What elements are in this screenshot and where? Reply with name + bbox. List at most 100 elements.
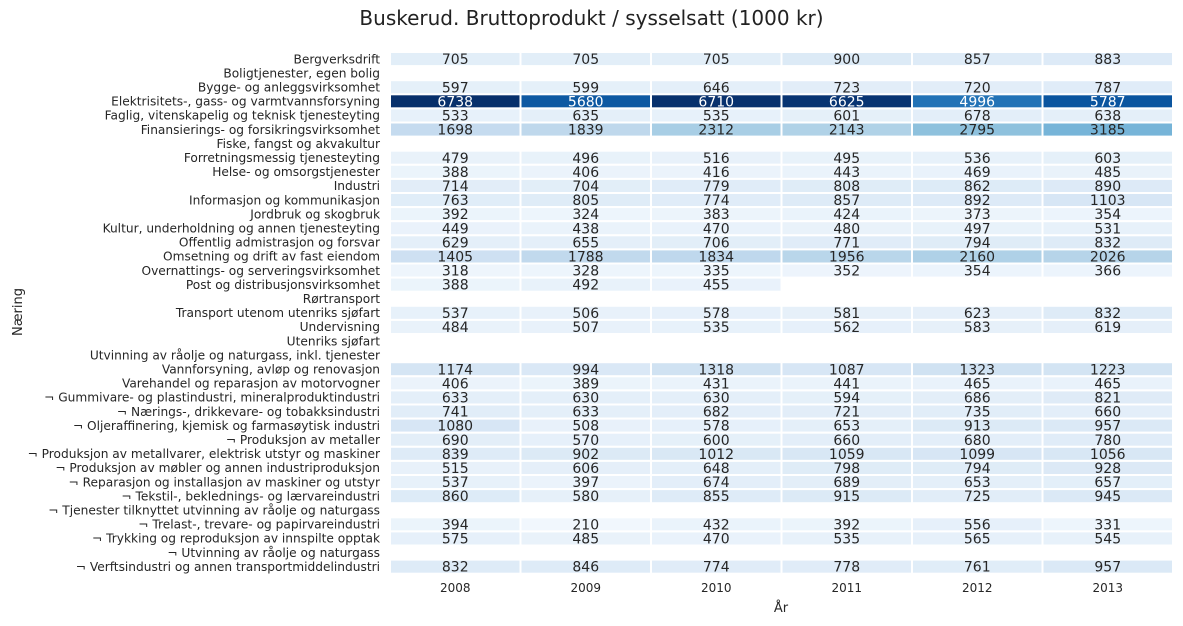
cell-value: 392: [833, 517, 860, 533]
cell-value: 2160: [959, 249, 995, 265]
cell-value: 4996: [959, 94, 995, 110]
row-label: Offentlig admistrasjon og forsvar: [179, 236, 381, 250]
heatmap-cell: [1041, 51, 1174, 68]
cell-value: 565: [964, 531, 991, 547]
cell-value: 2026: [1090, 249, 1126, 265]
row-label: ¬ Oljeraffinering, kjemisk og farmasøyti…: [73, 419, 380, 433]
cell-value: 741: [442, 405, 469, 421]
cell-value: 535: [833, 531, 860, 547]
cell-value: 794: [964, 235, 991, 251]
cell-value: 629: [442, 235, 469, 251]
cell-value: 1956: [829, 249, 865, 265]
cell-value: 443: [833, 165, 860, 181]
cell-value: 2143: [829, 123, 865, 139]
cell-value: 479: [442, 151, 469, 167]
cell-value: 689: [833, 475, 860, 491]
cell-value: 623: [964, 306, 991, 322]
cell-value: 366: [1094, 264, 1121, 280]
cell-value: 648: [703, 461, 730, 477]
cell-value: 821: [1094, 390, 1121, 406]
cell-value: 771: [833, 235, 860, 251]
cell-value: 441: [833, 376, 860, 392]
cell-value: 388: [442, 165, 469, 181]
cell-value: 556: [964, 517, 991, 533]
row-label: Jordbruk og skogbruk: [249, 207, 381, 221]
cell-value: 324: [572, 207, 599, 223]
cell-value: 406: [442, 376, 469, 392]
cell-value: 994: [572, 362, 599, 378]
cell-value: 5787: [1090, 94, 1126, 110]
cell-value: 2795: [959, 123, 995, 139]
cell-value: 484: [442, 320, 469, 336]
cell-value: 674: [703, 475, 730, 491]
row-label: Boligtjenester, egen bolig: [223, 66, 380, 80]
row-label: Fiske, fangst og akvakultur: [216, 137, 381, 151]
cell-value: 794: [964, 461, 991, 477]
cell-value: 328: [572, 264, 599, 280]
cell-value: 832: [1094, 306, 1121, 322]
cell-value: 581: [833, 306, 860, 322]
cell-value: 890: [1094, 179, 1121, 195]
cell-value: 808: [833, 179, 860, 195]
heatmap-cells: 705 705 705 900 857 883 597 599 646 723 720 787 6738…: [389, 51, 1174, 576]
row-label: Post og distribusjonsvirksomhet: [186, 278, 380, 292]
cell-value: 470: [703, 221, 730, 237]
cell-value: 352: [833, 264, 860, 280]
row-label: ¬ Trykking og reproduksjon av innspilte …: [92, 532, 381, 546]
row-label: Utenriks sjøfart: [287, 334, 381, 348]
cell-value: 492: [572, 278, 599, 294]
row-label: ¬ Produksjon av metaller: [226, 433, 381, 447]
cell-value: 597: [442, 80, 469, 96]
cell-value: 506: [572, 306, 599, 322]
cell-value: 497: [964, 221, 991, 237]
column-tick-label: 2008: [440, 581, 471, 595]
cell-value: 354: [1094, 207, 1121, 223]
cell-value: 646: [703, 80, 730, 96]
cell-value: 388: [442, 278, 469, 294]
row-label: ¬ Reparasjon og installasjon av maskiner…: [68, 475, 380, 489]
row-label: Faglig, vitenskapelig og teknisk tjenest…: [105, 109, 380, 123]
cell-value: 720: [964, 80, 991, 96]
cell-value: 1080: [437, 419, 473, 435]
cell-value: 832: [1094, 235, 1121, 251]
cell-value: 383: [703, 207, 730, 223]
cell-value: 682: [703, 405, 730, 421]
cell-value: 763: [442, 193, 469, 209]
cell-value: 1174: [437, 362, 473, 378]
cell-value: 723: [833, 80, 860, 96]
cell-value: 432: [703, 517, 730, 533]
row-label: Vannforsyning, avløp og renovasjon: [162, 362, 380, 376]
cell-value: 1834: [698, 249, 734, 265]
row-label: ¬ Trelast-, trevare- og papirvareindustr…: [138, 518, 380, 532]
cell-value: 653: [964, 475, 991, 491]
cell-value: 3185: [1090, 123, 1126, 139]
cell-value: 735: [964, 405, 991, 421]
cell-value: 957: [1094, 419, 1121, 435]
cell-value: 394: [442, 517, 469, 533]
cell-value: 537: [442, 306, 469, 322]
cell-value: 449: [442, 221, 469, 237]
cell-value: 6738: [437, 94, 473, 110]
cell-value: 431: [703, 376, 730, 392]
cell-value: 416: [703, 165, 730, 181]
row-label: ¬ Nærings-, drikkevare- og tobakksindust…: [117, 405, 380, 419]
cell-value: 913: [964, 419, 991, 435]
cell-value: 798: [833, 461, 860, 477]
row-label: ¬ Verftsindustri og annen transportmidde…: [76, 560, 380, 574]
row-label: Informasjon og kommunikasjon: [189, 193, 380, 207]
cell-value: 515: [442, 461, 469, 477]
cell-value: 562: [833, 320, 860, 336]
row-label: Kultur, underholdning og annen tjenestey…: [103, 221, 380, 235]
column-labels: 2008 2009 2010 2011 2012 2013: [440, 581, 1123, 595]
cell-value: 774: [703, 560, 730, 576]
cell-value: 633: [572, 405, 599, 421]
cell-value: 915: [833, 489, 860, 505]
cell-value: 1012: [698, 447, 734, 463]
cell-value: 619: [1094, 320, 1121, 336]
heatmap-cell: [650, 276, 783, 293]
column-tick-label: 2009: [570, 581, 601, 595]
column-tick-label: 2011: [831, 581, 862, 595]
cell-value: 857: [964, 52, 991, 68]
cell-value: 957: [1094, 560, 1121, 576]
